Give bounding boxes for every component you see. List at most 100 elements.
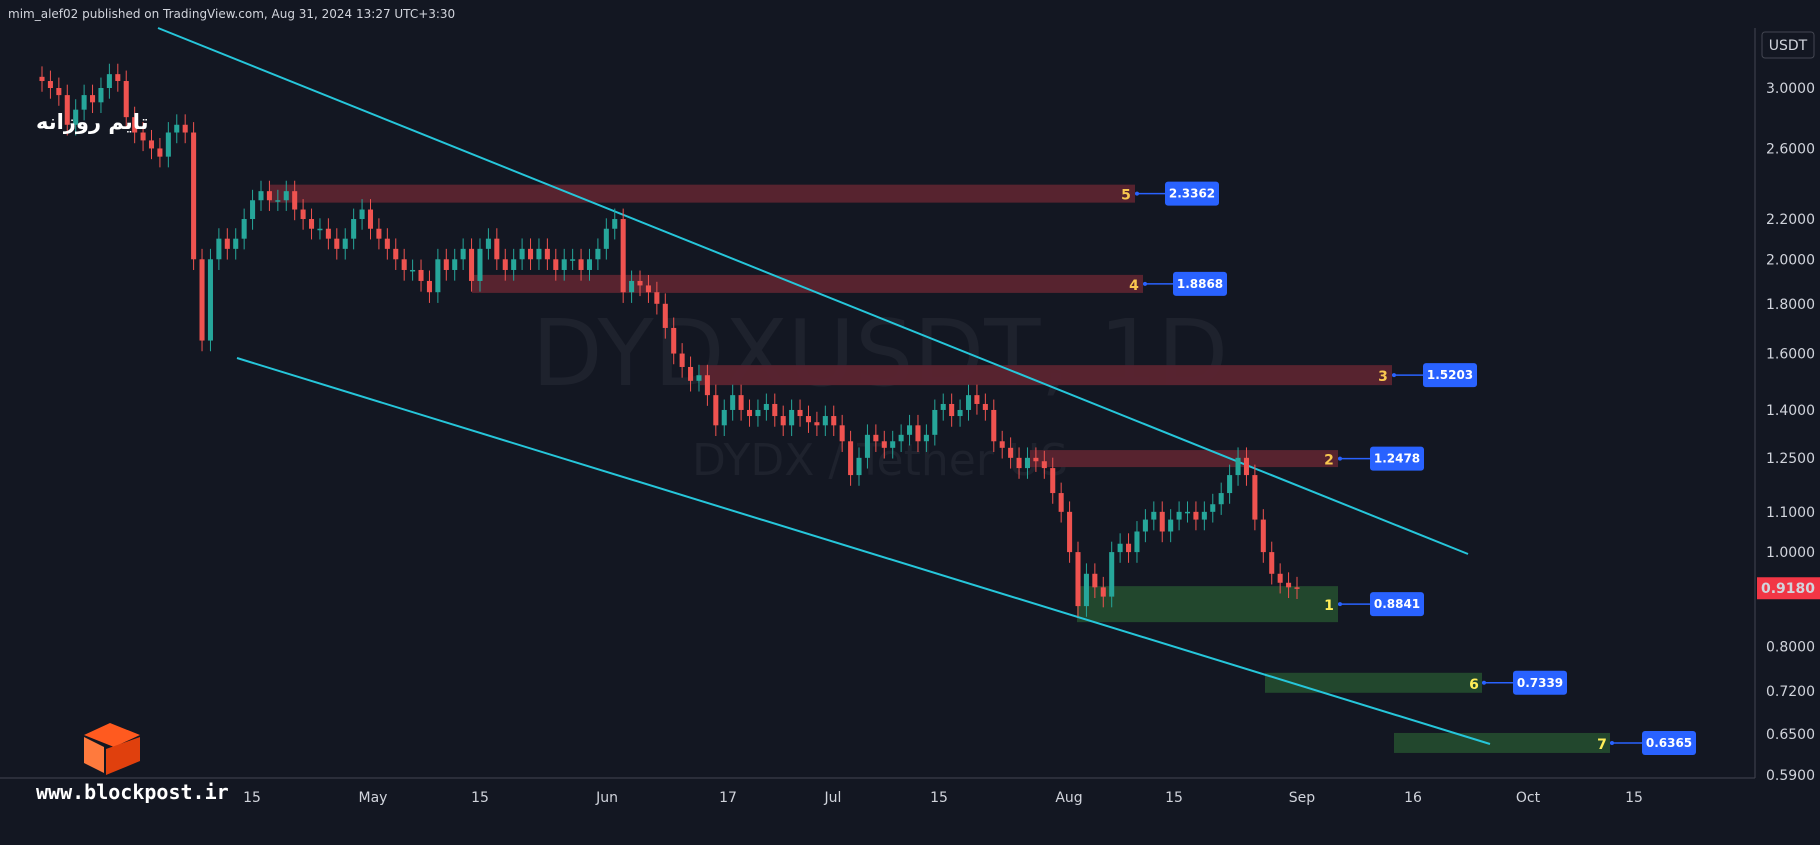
candle-136: [1184, 511, 1191, 514]
time-tick-5: Jul: [824, 790, 842, 806]
zone-dot-1: [1338, 602, 1342, 607]
candle-122: [1067, 511, 1073, 553]
price-tick-13: 0.5900: [1766, 768, 1815, 784]
candle-7: [98, 88, 104, 103]
candle-0: [39, 76, 45, 82]
candle-11: [132, 117, 138, 133]
zone-7: [1394, 732, 1610, 753]
time-tick-3: Jun: [595, 790, 618, 806]
candle-4: [73, 109, 79, 125]
candle-111: [974, 395, 980, 404]
candle-135: [1176, 511, 1182, 520]
zone-dot-4: [1143, 281, 1147, 286]
price-tick-5: 1.6000: [1766, 347, 1815, 363]
candle-96: [848, 441, 854, 476]
candle-143: [1243, 457, 1249, 476]
candle-94: [831, 416, 837, 426]
price-tick-12: 0.6500: [1766, 727, 1815, 743]
level-label-6: [1513, 670, 1567, 695]
trend-lines: [157, 27, 1491, 745]
candle-73: [654, 292, 660, 304]
candle-53: [485, 238, 491, 249]
candle-107: [940, 403, 946, 410]
zone-dot-7: [1610, 740, 1614, 745]
candle-72: [645, 285, 651, 293]
candle-147: [1277, 573, 1283, 583]
candle-38: [359, 209, 365, 220]
candle-60: [544, 248, 550, 260]
price-tick-9: 1.0000: [1766, 545, 1815, 561]
candle-31: [300, 209, 306, 220]
candle-36: [342, 238, 348, 249]
price-tick-3: 2.0000: [1766, 252, 1815, 268]
zone-dot-2: [1338, 456, 1342, 461]
candle-25: [250, 200, 256, 220]
candle-61: [553, 259, 559, 270]
candle-146: [1269, 552, 1275, 574]
candle-78: [696, 375, 702, 381]
candle-144: [1252, 475, 1258, 520]
candle-139: [1210, 504, 1216, 512]
candle-66: [595, 248, 601, 260]
candle-15: [165, 132, 171, 157]
candle-131: [1142, 519, 1148, 532]
zone-number-3: 3: [1378, 369, 1388, 385]
candle-125: [1092, 573, 1098, 588]
candle-34: [325, 228, 331, 239]
time-tick-8: 15: [1165, 790, 1183, 806]
zone-3: [700, 365, 1392, 386]
candle-106: [932, 409, 938, 435]
candle-137: [1193, 511, 1199, 520]
candle-77: [688, 366, 694, 381]
candle-63: [570, 259, 576, 261]
candle-5: [81, 95, 87, 110]
candle-44: [410, 269, 416, 272]
candle-37: [351, 219, 357, 239]
candle-112: [982, 403, 988, 410]
candle-56: [511, 259, 517, 270]
candle-19: [199, 259, 205, 341]
candle-6: [90, 95, 96, 103]
level-text-2: 1.2478: [1374, 452, 1420, 466]
candle-121: [1058, 493, 1064, 512]
level-label-5: [1165, 181, 1219, 206]
zone-2: [1030, 450, 1338, 468]
candle-113: [991, 409, 997, 442]
candle-18: [191, 132, 197, 260]
candle-149: [1294, 587, 1300, 589]
candle-71: [637, 280, 643, 286]
candle-92: [814, 422, 820, 426]
candle-114: [999, 441, 1005, 448]
candle-105: [923, 434, 929, 442]
price-tick-4: 1.8000: [1766, 297, 1815, 313]
candle-55: [502, 259, 508, 270]
price-tick-1: 2.6000: [1766, 141, 1815, 157]
currency-box: [1761, 31, 1815, 59]
timeframe-note: تایم روزانه: [36, 110, 149, 134]
candle-65: [586, 259, 593, 270]
time-tick-0: 15: [243, 790, 261, 806]
price-tick-11: 0.7200: [1766, 684, 1815, 700]
candle-28: [275, 200, 281, 202]
candle-3: [64, 95, 70, 125]
candle-48: [443, 259, 449, 270]
candle-81: [721, 409, 727, 426]
candle-49: [452, 259, 458, 270]
zone-dot-6: [1482, 680, 1486, 685]
candle-74: [662, 303, 668, 328]
level-label-2: [1370, 446, 1424, 471]
level-text-1: 0.8841: [1374, 597, 1420, 611]
candle-83: [738, 395, 744, 410]
axes: USDT 3.0000 2.6000 2.2000 2.0000 1.8000 1.6000…: [0, 28, 1820, 806]
candle-26: [258, 191, 264, 201]
candle-22: [224, 238, 230, 249]
candle-129: [1126, 543, 1132, 553]
candle-9: [115, 74, 121, 82]
candle-116: [1016, 457, 1022, 469]
candle-108: [949, 403, 955, 417]
candle-97: [856, 457, 862, 476]
price-tick-8: 1.1000: [1766, 505, 1815, 521]
candle-64: [578, 259, 584, 270]
candle-70: [629, 280, 635, 293]
